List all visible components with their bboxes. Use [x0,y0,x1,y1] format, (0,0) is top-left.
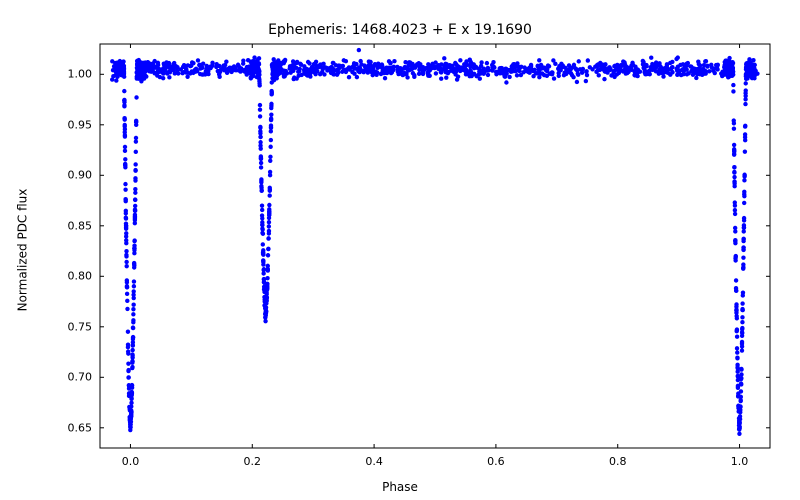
plot-svg [0,0,800,500]
figure: Ephemeris: 1468.4023 + E x 19.1690 Norma… [0,0,800,500]
scatter-series [110,48,760,436]
